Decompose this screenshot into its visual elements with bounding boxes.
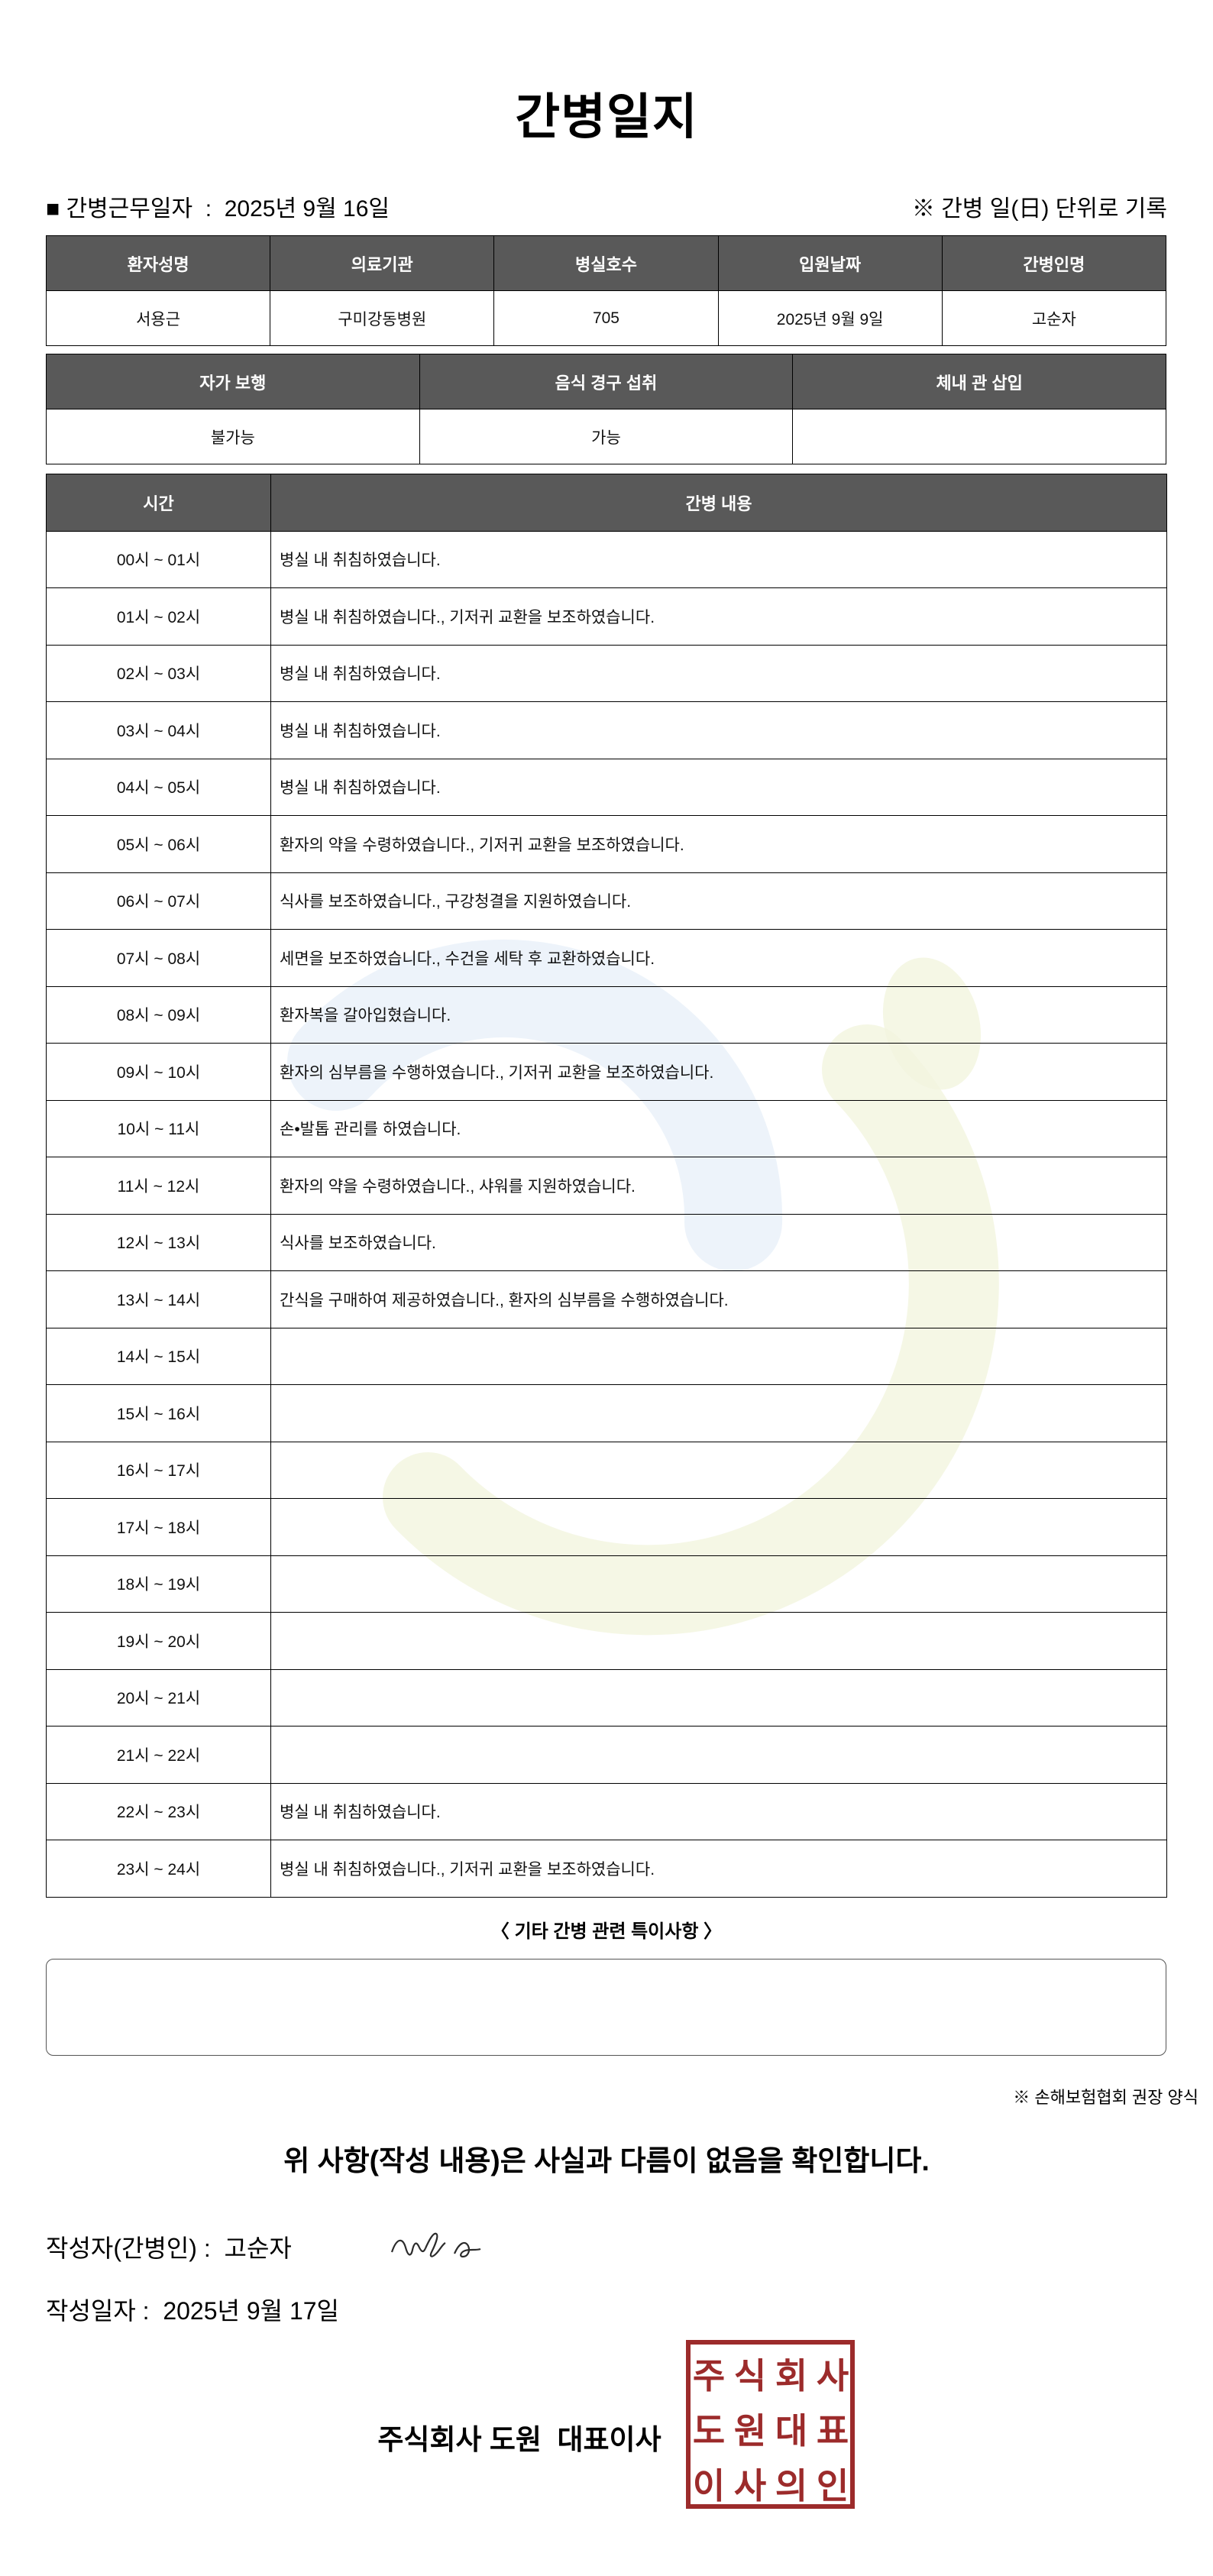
svg-text:도: 도 (693, 2411, 725, 2451)
svg-text:사: 사 (817, 2356, 849, 2396)
svg-text:원: 원 (734, 2411, 766, 2451)
svg-text:식: 식 (734, 2356, 766, 2396)
svg-text:사: 사 (734, 2466, 766, 2506)
svg-text:대: 대 (775, 2411, 807, 2451)
svg-text:인: 인 (817, 2466, 849, 2506)
svg-text:표: 표 (817, 2411, 849, 2451)
svg-text:주: 주 (693, 2356, 725, 2396)
svg-text:회: 회 (775, 2356, 807, 2396)
svg-text:이: 이 (693, 2466, 725, 2506)
svg-text:의: 의 (775, 2466, 807, 2506)
